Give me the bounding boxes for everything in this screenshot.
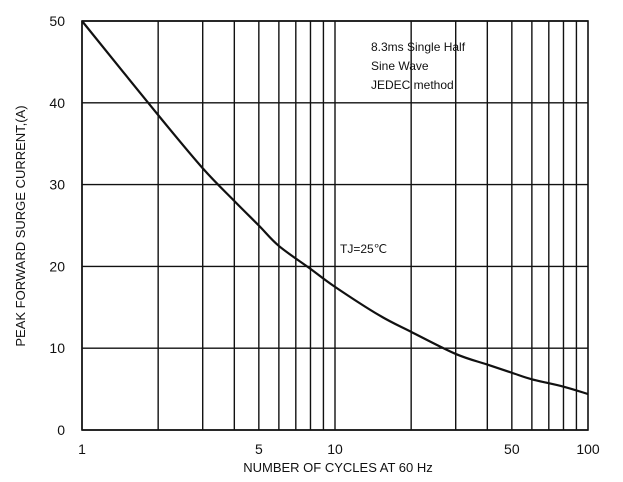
y-tick-label: 10 — [49, 340, 65, 356]
x-tick-label: 1 — [78, 441, 86, 457]
y-tick-label: 50 — [49, 13, 65, 29]
surge-current-curve — [81, 20, 589, 396]
x-axis-title: NUMBER OF CYCLES AT 60 Hz — [243, 460, 433, 475]
grid — [81, 20, 588, 431]
x-tick-label: 10 — [327, 441, 343, 457]
x-tick-labels: 1 5 10 50 100 — [78, 441, 600, 457]
y-tick-label: 40 — [49, 95, 65, 111]
y-tick-label: 30 — [49, 177, 65, 193]
temperature-label: TJ=25℃ — [340, 242, 387, 256]
y-axis-title: PEAK FORWARD SURGE CURRENT,(A) — [13, 105, 28, 346]
y-tick-labels: 0 10 20 30 40 50 — [49, 13, 65, 438]
x-tick-label: 50 — [504, 441, 520, 457]
x-tick-label: 5 — [255, 441, 263, 457]
plot-frame — [81, 20, 589, 431]
y-tick-label: 0 — [57, 422, 65, 438]
conditions-line-2: Sine Wave — [371, 59, 429, 73]
y-tick-label: 20 — [49, 258, 65, 274]
conditions-line-3: JEDEC method — [371, 78, 454, 92]
x-tick-label: 100 — [576, 441, 600, 457]
conditions-line-1: 8.3ms Single Half — [371, 40, 466, 54]
conditions-note: 8.3ms Single Half Sine Wave JEDEC method — [371, 40, 466, 92]
